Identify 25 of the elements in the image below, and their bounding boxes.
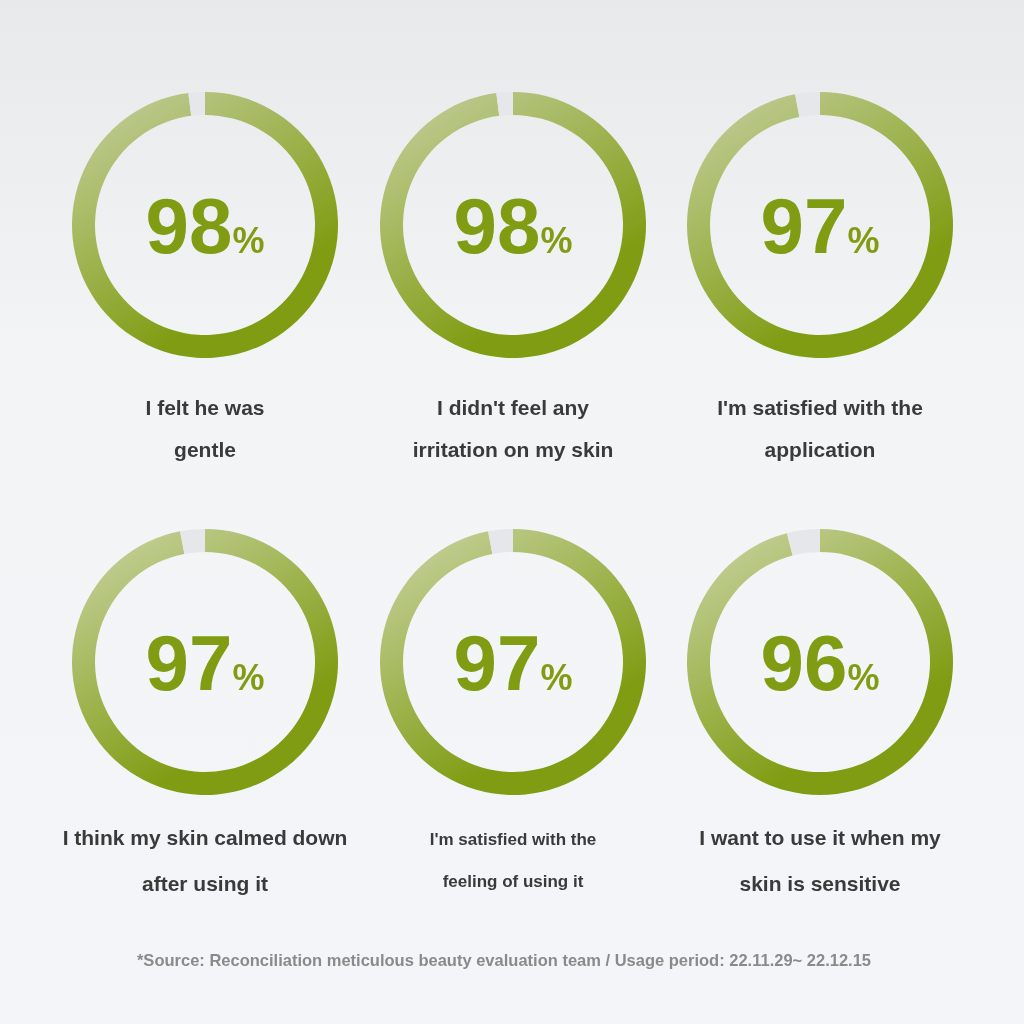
donut-slice — [72, 529, 338, 795]
data-label: 98% — [453, 182, 573, 270]
donut-slice — [380, 529, 646, 795]
chart-title: I'm satisfied with the feeling of using it — [429, 830, 597, 891]
text: I didn't feel any irritation on my skin — [412, 396, 614, 461]
text: *Source: Reconciliation meticulous beauty evaluation team / Usage period: 22.11.29~ 22.12.15 — [136, 951, 872, 969]
text: I'm satisfied with the application — [717, 396, 923, 461]
donut-slice — [188, 92, 205, 116]
donut-slice — [795, 92, 820, 117]
data-label: 97% — [760, 182, 880, 270]
donut-slice — [687, 92, 953, 358]
donut-slice — [180, 529, 205, 554]
data-label: 98% — [145, 182, 265, 270]
data-label: 97% — [145, 619, 265, 707]
donut-slice — [72, 92, 338, 358]
data-label: 96% — [760, 619, 880, 707]
donut-slice — [488, 529, 513, 554]
text: I want to use it when my skin is sensitive — [699, 826, 942, 895]
text: I think my skin calmed down after using it — [62, 826, 348, 895]
donut-slice — [380, 92, 646, 358]
donut-slice — [687, 529, 953, 795]
donut-slice — [786, 529, 820, 556]
data-label: 97% — [453, 619, 573, 707]
text: I felt he was gentle — [145, 396, 265, 461]
donut-slice — [496, 92, 513, 116]
